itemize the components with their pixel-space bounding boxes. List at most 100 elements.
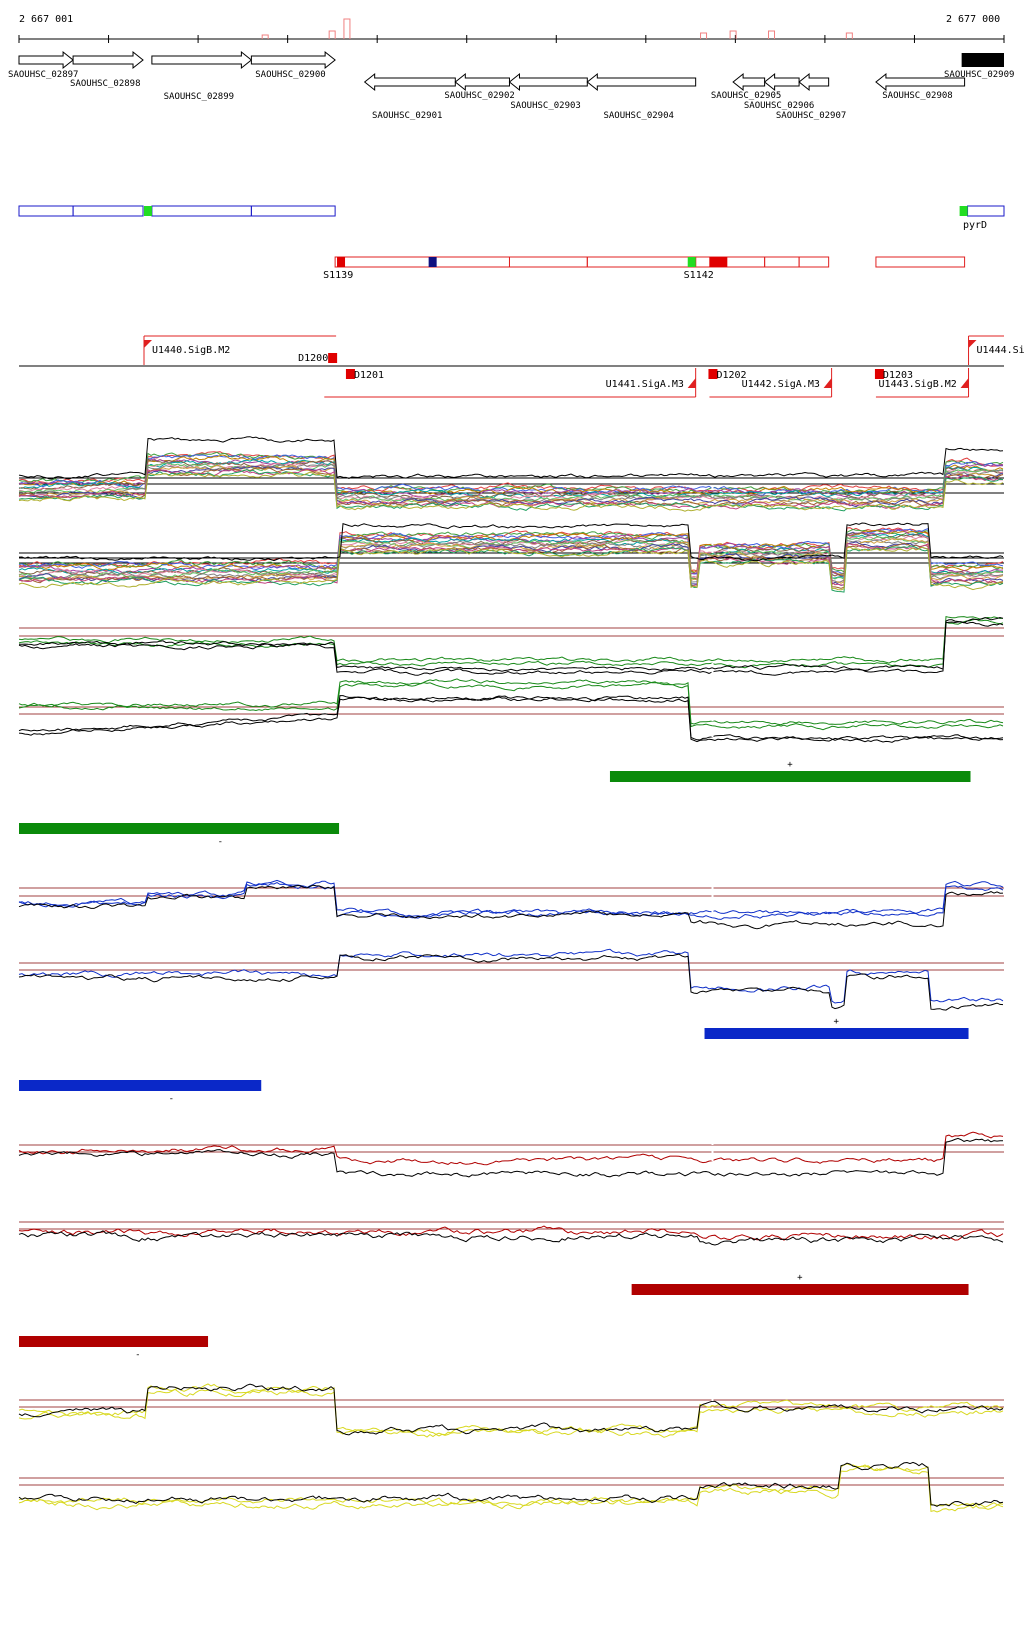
ruler-mark [700, 32, 708, 39]
promoter-flag [144, 340, 153, 348]
gene-arrow [151, 50, 253, 70]
signal-trace [18, 884, 1004, 930]
signal-trace [18, 681, 1004, 731]
signal-trace [18, 615, 1004, 664]
operon-segment [508, 256, 588, 268]
signal-trace [18, 471, 1004, 512]
gene-arrow [586, 72, 697, 92]
signal-trace [18, 1230, 1004, 1246]
signal-trace [18, 466, 1004, 509]
ruler-highlight-marks [261, 18, 853, 39]
operon-marker [428, 257, 437, 267]
ruler-mark [845, 32, 853, 39]
gene-label: SAOUHSC_02906 [744, 101, 814, 111]
signal-trace [18, 532, 1004, 580]
signal-trace [18, 948, 1004, 1004]
signal-trace [18, 1131, 1004, 1166]
gene-arrow [763, 72, 800, 92]
operon-segment [334, 256, 432, 268]
gene-label: SAOUHSC_02898 [70, 79, 140, 89]
operon-segment [798, 256, 830, 268]
terminator-mark [345, 369, 355, 379]
gene-label: SAOUHSC_02901 [372, 111, 442, 121]
signal-trace [18, 1383, 1004, 1436]
site-label: S1142 [684, 270, 714, 281]
gene-arrow [18, 50, 74, 70]
signal-trace [18, 1388, 1004, 1438]
terminator-label: D1200 [298, 353, 328, 364]
ruler-mark [729, 30, 737, 39]
signal-trace [18, 527, 1004, 575]
signal-trace [18, 1465, 1004, 1513]
operon-marker [337, 257, 346, 267]
operon-segment [151, 205, 252, 217]
promoter-flag [823, 378, 832, 388]
expression-bar [704, 1028, 969, 1039]
operon-segment [875, 256, 966, 268]
operon-track: pyrD S1139 S1142 [18, 205, 1005, 281]
strand-label: - [169, 1094, 174, 1104]
signal-trace [18, 454, 1004, 496]
signal-trace [18, 538, 1004, 586]
strand-label: - [135, 1350, 140, 1360]
operon-segment [18, 205, 74, 217]
signal-trace [18, 462, 1004, 503]
signal-trace [18, 618, 1004, 669]
terminator-label: D1201 [354, 370, 384, 381]
strand-label: + [797, 1273, 803, 1283]
gene-arrow [454, 72, 510, 92]
coordinate-ruler: 2 667 001 2 677 000 [18, 14, 1005, 43]
signal-trace [18, 1383, 1004, 1436]
signal-trace [19, 616, 1004, 672]
ruler-mark [343, 18, 351, 39]
signal-trace [18, 468, 1003, 510]
terminator-label: D1202 [716, 370, 746, 381]
signal-trace [18, 696, 1004, 743]
signal-trace [18, 621, 1004, 676]
operon-segment [967, 205, 1005, 217]
signal-trace [18, 678, 1004, 726]
signal-trace [18, 542, 1004, 589]
expression-bar [609, 771, 971, 782]
expression-signal-tracks [18, 436, 1004, 1513]
signal-trace [18, 535, 1004, 583]
gene-label: SAOUHSC_02908 [882, 91, 952, 101]
gene-label: SAOUHSC_02902 [444, 91, 514, 101]
signal-trace [18, 880, 1004, 919]
signal-trace [18, 522, 1004, 562]
expression-segment-bars: + - + - + - [19, 760, 971, 1360]
strand-label: - [218, 837, 223, 847]
promoter-label: U1443.SigB.M2 [879, 379, 957, 390]
regulatory-track: U1440.SigB.M2 D1200 D1201 U1441.SigA.M3 D120… [19, 335, 1024, 398]
strand-label: + [787, 760, 793, 770]
gene-label: SAOUHSC_02904 [603, 111, 673, 121]
signal-trace [18, 451, 1004, 493]
operon-label: pyrD [963, 220, 987, 231]
signal-trace [18, 879, 1004, 920]
ruler-start-label: 2 667 001 [19, 14, 73, 25]
gene-arrow [363, 72, 456, 92]
operon-marker [687, 257, 696, 267]
expression-bar [19, 1336, 209, 1347]
operon-segment [250, 205, 336, 217]
signal-trace [18, 1225, 1004, 1241]
gene-arrow [732, 72, 766, 92]
promoter-label: U1444.SigA.M [977, 345, 1024, 356]
promoter-flag [968, 340, 977, 348]
signal-trace [18, 532, 1004, 580]
gene-arrow [250, 50, 336, 70]
terminator-mark [328, 353, 338, 363]
operon-segment [430, 256, 510, 268]
gene-arrow [508, 72, 588, 92]
gene-label: SAOUHSC_02907 [776, 111, 846, 121]
ruler-mark [261, 34, 269, 39]
signal-trace [18, 543, 1004, 588]
signal-trace [18, 1137, 1004, 1178]
operon-segment [764, 256, 800, 268]
ruler-mark [328, 30, 336, 39]
operon-marker [143, 206, 152, 216]
promoter-label: U1442.SigA.M3 [742, 379, 820, 390]
promoter-flag [687, 378, 696, 388]
terminator-mark [874, 369, 884, 379]
operon-segment [72, 205, 144, 217]
